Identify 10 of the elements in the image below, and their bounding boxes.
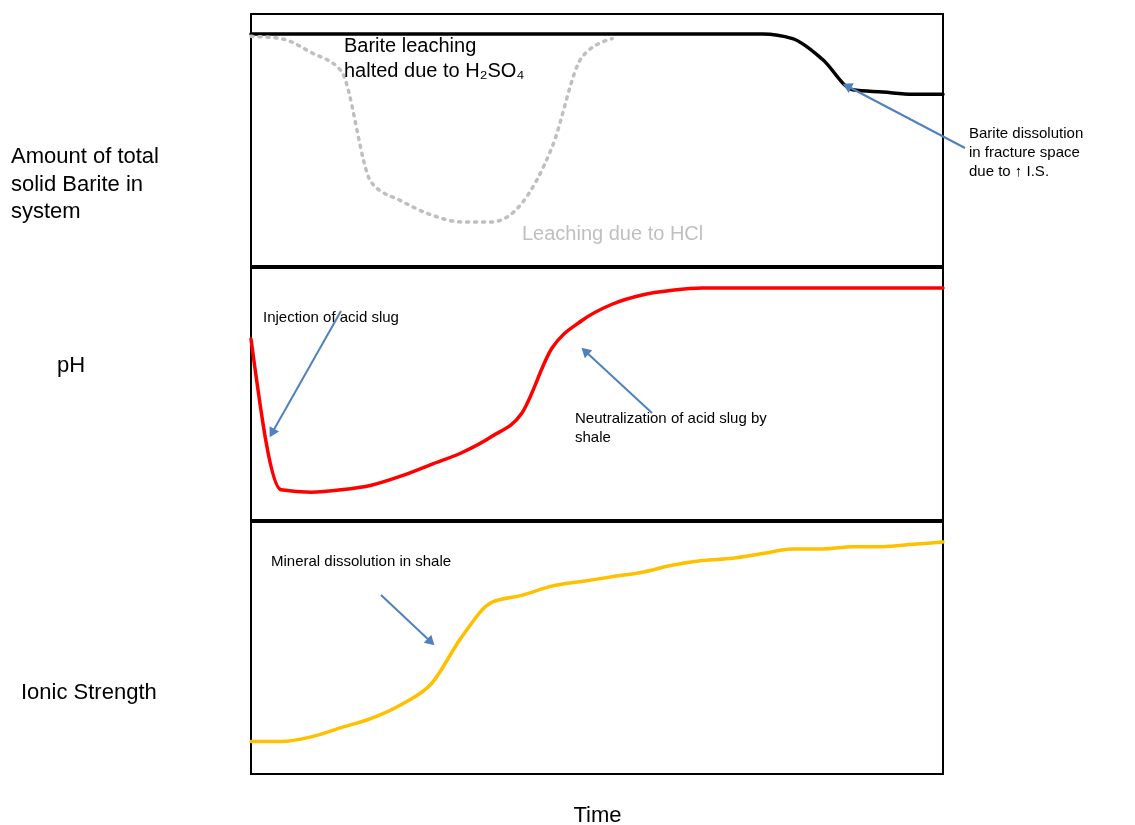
y-axis-title: pH bbox=[57, 352, 86, 377]
series-label: Leaching due to HCl bbox=[522, 222, 704, 244]
y-axis-title: Ionic Strength bbox=[21, 679, 157, 704]
y-axis-title: Amount of total solid Barite in system bbox=[11, 143, 159, 223]
annotation: Injection of acid slug bbox=[263, 308, 399, 325]
annotation: Neutralization of acid slug by shale bbox=[575, 409, 768, 445]
text: Barite dissolution in fracture space due to ↑ I.S. bbox=[969, 124, 1084, 179]
annotation: Barite leaching halted due to H₂SO₄ bbox=[344, 34, 525, 81]
annotation: Mineral dissolution in shale bbox=[271, 552, 452, 569]
x-axis-title: Time bbox=[573, 801, 622, 825]
